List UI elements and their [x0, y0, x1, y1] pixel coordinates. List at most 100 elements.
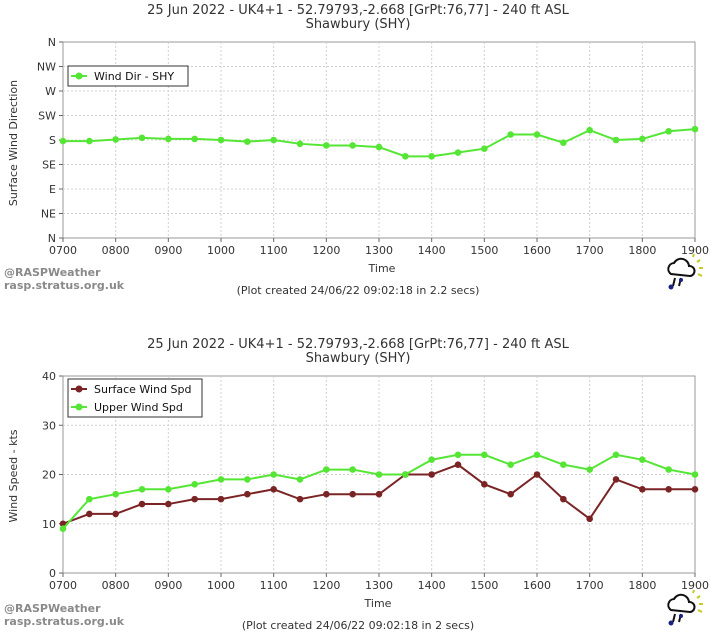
x-tick-label: 1100	[260, 244, 288, 257]
data-point	[165, 135, 172, 143]
data-point	[533, 131, 541, 138]
data-point	[612, 451, 620, 459]
y-tick-label: 0	[49, 567, 56, 580]
y-tick-label: NE	[41, 208, 56, 221]
chart2-series	[59, 451, 699, 532]
data-point	[639, 485, 646, 493]
x-tick-label: 1600	[523, 579, 551, 592]
data-point	[481, 145, 488, 153]
data-point	[349, 142, 356, 149]
chart1-watermark-handle: @RASPWeather	[4, 266, 101, 279]
data-point	[639, 135, 646, 143]
chart-wind-speed: 25 Jun 2022 - UK4+1 - 52.79793,-2.668 [G…	[4, 337, 709, 632]
data-point	[507, 490, 514, 498]
data-point	[270, 471, 277, 478]
data-point	[112, 136, 119, 143]
data-point	[691, 471, 699, 478]
y-tick-label: 40	[42, 370, 56, 383]
data-point	[86, 495, 93, 503]
data-point	[560, 495, 567, 503]
chart2-legend-label-upper: Upper Wind Spd	[94, 401, 183, 414]
data-point	[454, 451, 462, 459]
y-tick-label: E	[49, 183, 56, 196]
chart2-legend-label-surface: Surface Wind Spd	[94, 383, 192, 396]
data-point	[691, 485, 699, 493]
data-point	[59, 137, 67, 145]
data-point	[586, 126, 593, 134]
data-point	[138, 134, 146, 142]
data-point	[244, 476, 251, 483]
data-point	[112, 510, 119, 518]
data-point	[296, 495, 304, 503]
y-tick-label: SE	[42, 159, 56, 172]
x-tick-label: 1500	[470, 579, 498, 592]
x-tick-label: 1000	[207, 579, 235, 592]
chart2-y-ticks: 0 10 20 30 40	[42, 370, 63, 580]
data-point	[507, 461, 514, 468]
chart1-legend: Wind Dir - SHY	[67, 65, 189, 87]
x-tick-label: 1900	[681, 244, 709, 257]
data-point	[349, 490, 356, 498]
data-point	[217, 495, 225, 503]
data-point	[217, 476, 225, 483]
weather-logo-icon	[667, 589, 703, 626]
x-tick-label: 0900	[154, 579, 182, 592]
data-point	[165, 500, 172, 508]
data-point	[244, 138, 251, 145]
chart2-footer: (Plot created 24/06/22 09:02:18 in 2 sec…	[242, 619, 474, 632]
chart2-subtitle: Shawbury (SHY)	[306, 351, 411, 366]
data-point	[454, 149, 462, 156]
chart1-series	[59, 125, 699, 160]
x-tick-label: 1300	[365, 579, 393, 592]
data-point	[165, 485, 172, 493]
x-tick-label: 1000	[207, 244, 235, 257]
data-point	[612, 476, 620, 483]
y-tick-label: N	[48, 232, 56, 245]
data-point	[507, 131, 514, 138]
chart1-x-label: Time	[368, 262, 396, 275]
data-point	[323, 142, 330, 149]
data-point	[691, 125, 699, 133]
data-point	[454, 461, 462, 468]
chart2-watermark-site: rasp.stratus.org.uk	[4, 615, 125, 628]
chart1-y-label: Surface Wind Direction	[7, 80, 20, 206]
data-point	[481, 481, 488, 488]
chart2-legend: Surface Wind Spd Upper Wind Spd	[67, 378, 203, 418]
x-tick-label: 0800	[102, 579, 130, 592]
y-tick-label: 10	[42, 518, 56, 531]
chart2-y-label: Wind Speed - kts	[7, 429, 20, 522]
x-tick-label: 1200	[312, 244, 340, 257]
data-point	[270, 485, 277, 493]
x-tick-label: 1300	[365, 244, 393, 257]
x-tick-label: 1500	[470, 244, 498, 257]
data-point	[481, 451, 488, 459]
data-point	[639, 456, 646, 464]
data-point	[665, 127, 672, 135]
data-point	[402, 471, 409, 478]
data-point	[191, 495, 198, 503]
data-point	[270, 136, 277, 144]
data-point	[323, 490, 330, 498]
x-tick-label: 1700	[576, 579, 604, 592]
x-tick-label: 1400	[418, 244, 446, 257]
data-point	[86, 137, 93, 145]
x-tick-label: 0900	[154, 244, 182, 257]
chart2-legend-marker-surface	[75, 385, 83, 393]
data-point	[586, 466, 593, 473]
y-tick-label: S	[49, 134, 56, 147]
chart1-x-ticks: 0700 0800 0900 1000 1100 1200 1300 1400 1500 1600…	[49, 238, 709, 257]
chart2-title: 25 Jun 2022 - UK4+1 - 52.79793,-2.668 [G…	[147, 337, 570, 352]
x-tick-label: 1400	[418, 579, 446, 592]
data-point	[112, 490, 119, 498]
data-point	[138, 485, 146, 493]
y-tick-label: 30	[42, 419, 56, 432]
chart1-footer: (Plot created 24/06/22 09:02:18 in 2.2 s…	[237, 284, 480, 297]
x-tick-label: 0800	[102, 244, 130, 257]
data-point	[533, 451, 541, 459]
chart2-watermark-handle: @RASPWeather	[4, 602, 101, 615]
y-tick-label: W	[45, 85, 56, 98]
x-tick-label: 1800	[628, 244, 656, 257]
chart1-legend-box	[67, 65, 189, 87]
chart1-subtitle: Shawbury (SHY)	[306, 17, 411, 32]
